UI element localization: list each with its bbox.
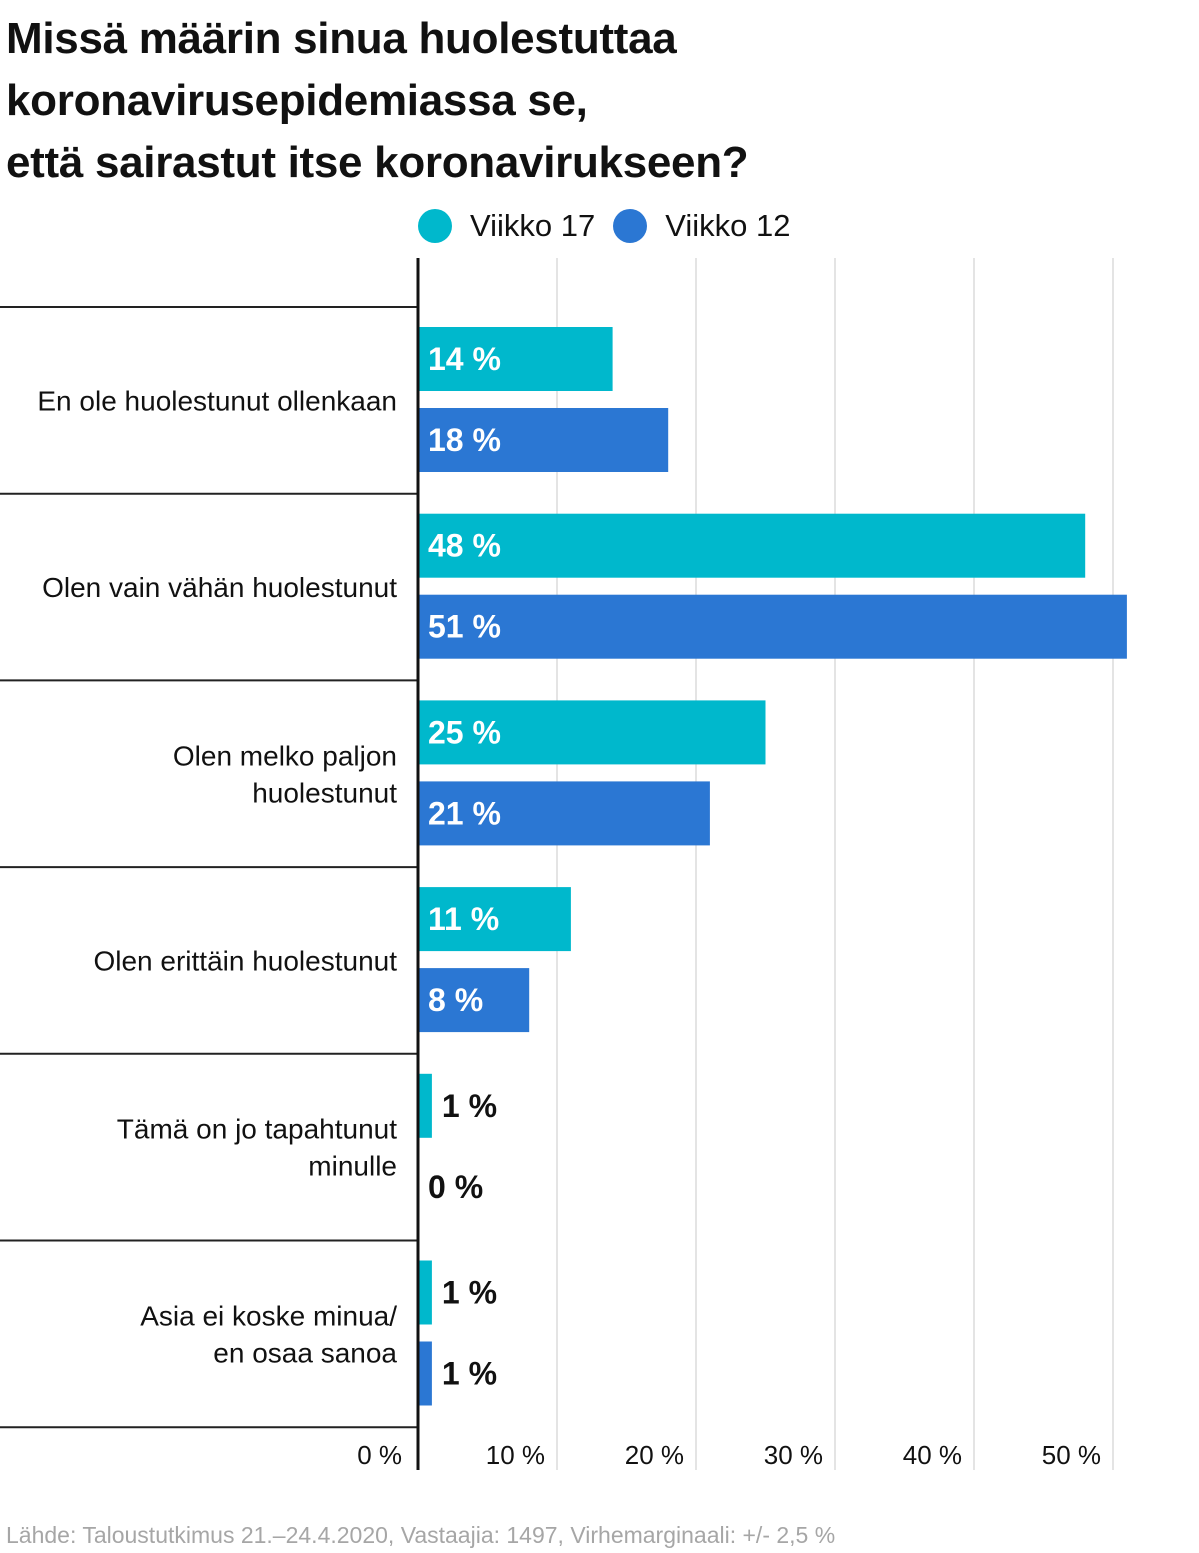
category-label: en osaa sanoa [213, 1337, 397, 1368]
data-label: 14 % [428, 341, 501, 377]
chart-title-line: Missä määrin sinua huolestuttaa [6, 14, 677, 63]
data-label: 11 % [428, 901, 499, 937]
x-tick-label: 20 % [625, 1440, 684, 1470]
bar-viikko-17 [418, 1073, 432, 1138]
data-label: 21 % [428, 795, 501, 831]
bar-viikko-12 [418, 781, 710, 846]
source-footer: Lähde: Taloustutkimus 21.–24.4.2020, Vas… [6, 1522, 836, 1548]
category-label: En ole huolestunut ollenkaan [37, 385, 397, 416]
data-label: 1 % [442, 1275, 497, 1311]
category-label: Olen melko paljon [173, 740, 397, 771]
bar-viikko-12 [418, 1341, 432, 1406]
chart-title: Missä määrin sinua huolestuttaa koronavi… [6, 8, 1186, 194]
legend-label: Viikko 17 [470, 208, 596, 243]
data-label: 8 % [428, 982, 483, 1018]
x-tick-label: 0 % [357, 1440, 402, 1470]
chart-legend: Viikko 17 Viikko 12 [418, 204, 808, 248]
category-label: huolestunut [252, 777, 397, 808]
data-label: 0 % [428, 1169, 483, 1205]
legend-item-viikko-12[interactable]: Viikko 12 [613, 208, 790, 244]
category-label: Olen erittäin huolestunut [93, 945, 397, 976]
x-tick-label: 40 % [903, 1440, 962, 1470]
data-label: 1 % [442, 1356, 497, 1392]
chart-title-line: koronavirusepidemiassa se, [6, 76, 588, 125]
data-label: 1 % [442, 1088, 497, 1124]
bar-viikko-12 [418, 968, 530, 1033]
category-label: Tämä on jo tapahtunut [117, 1114, 397, 1145]
legend-swatch-icon [418, 209, 452, 243]
data-label: 48 % [428, 528, 501, 564]
category-label: Olen vain vähän huolestunut [42, 572, 397, 603]
bar-viikko-17 [418, 327, 613, 391]
x-tick-label: 10 % [486, 1440, 545, 1470]
x-tick-label: 50 % [1042, 1440, 1101, 1470]
data-label: 51 % [428, 609, 501, 645]
legend-label: Viikko 12 [665, 208, 791, 243]
bar-viikko-12 [418, 594, 1127, 659]
category-label: minulle [308, 1151, 397, 1182]
x-tick-label: 30 % [764, 1440, 823, 1470]
legend-item-viikko-17[interactable]: Viikko 17 [418, 208, 595, 244]
data-label: 18 % [428, 422, 501, 458]
bar-viikko-12 [418, 408, 669, 472]
data-label: 25 % [428, 714, 501, 750]
legend-swatch-icon [613, 209, 648, 243]
bar-viikko-17 [418, 887, 571, 952]
bar-viikko-17 [418, 513, 1086, 578]
bar-viikko-17 [418, 700, 766, 765]
bar-viikko-17 [418, 1260, 432, 1325]
chart-title-line: että sairastut itse koronavirukseen? [6, 138, 749, 187]
category-label: Asia ei koske minua/ [140, 1300, 397, 1331]
